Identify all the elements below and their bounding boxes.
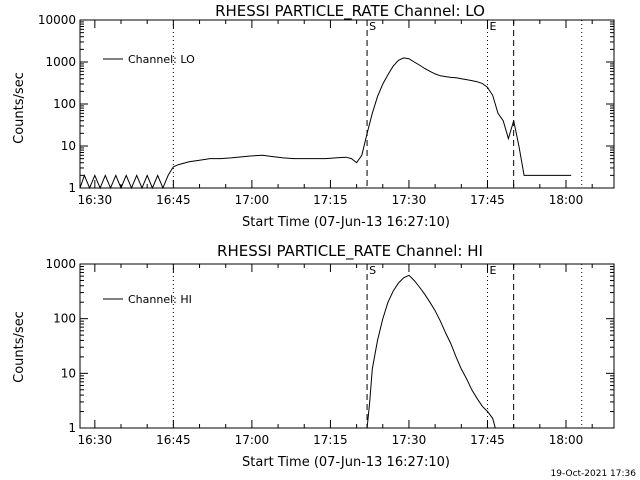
legend: Channel: HI — [103, 293, 192, 306]
chart-title: RHESSI PARTICLE_RATE Channel: LO — [215, 2, 485, 21]
series-line — [366, 274, 496, 429]
y-tick-label: 1 — [68, 421, 76, 435]
panel-lo: RHESSI PARTICLE_RATE Channel: LO 16:30 16… — [12, 2, 615, 230]
x-tick-label: 17:45 — [470, 433, 505, 447]
x-tick-label: 17:00 — [235, 433, 270, 447]
y-axis-label: Counts/sec — [12, 311, 27, 383]
axes-frame — [79, 263, 615, 429]
y-tick-label: 10 — [61, 366, 76, 380]
chart-title: RHESSI PARTICLE_RATE Channel: HI — [217, 242, 483, 261]
plot-area: 16:30 16:45 17:00 17:15 17:30 17:45 18:00 1 10 10… — [45, 257, 615, 447]
x-tick-label: 17:15 — [313, 433, 348, 447]
y-tick-label: 10 — [61, 139, 76, 153]
x-axis-label: Start Time (07-Jun-13 16:27:10) — [242, 215, 450, 230]
y-axis-label: Counts/sec — [12, 72, 27, 144]
y-tick-label: 1000 — [45, 257, 76, 271]
x-axis-label: Start Time (07-Jun-13 16:27:10) — [242, 455, 450, 470]
y-tick-label: 1 — [68, 181, 76, 195]
legend-entry: Channel: LO — [128, 53, 195, 66]
panel-hi: RHESSI PARTICLE_RATE Channel: HI 16:30 16… — [12, 242, 615, 470]
marker-label: S — [369, 264, 376, 277]
x-tick-label: 18:00 — [549, 193, 584, 207]
x-tick-label: 16:30 — [78, 433, 113, 447]
x-tick-label: 17:45 — [470, 193, 505, 207]
y-tick-label: 1000 — [45, 55, 76, 69]
x-tick-label: 17:00 — [235, 193, 270, 207]
y-tick-label: 100 — [53, 97, 76, 111]
marker-label: E — [489, 264, 496, 277]
x-tick-label: 16:45 — [156, 193, 191, 207]
y-tick-label: 100 — [53, 312, 76, 326]
legend-entry: Channel: HI — [128, 293, 192, 306]
x-tick-label: 17:30 — [392, 193, 427, 207]
timestamp: 19-Oct-2021 17:36 — [551, 469, 637, 479]
x-tick-label: 16:45 — [156, 433, 191, 447]
x-tick-label: 16:30 — [78, 193, 113, 207]
x-tick-label: 17:15 — [313, 193, 348, 207]
marker-label: E — [489, 20, 496, 33]
series-line — [79, 57, 572, 190]
x-tick-label: 17:30 — [392, 433, 427, 447]
y-tick-label: 10000 — [38, 13, 76, 27]
legend: Channel: LO — [103, 53, 195, 66]
plot-area: 16:30 16:45 17:00 17:15 17:30 17:45 18:00 1 10 10… — [38, 13, 615, 207]
marker-label: S — [369, 20, 376, 33]
x-tick-label: 18:00 — [549, 433, 584, 447]
